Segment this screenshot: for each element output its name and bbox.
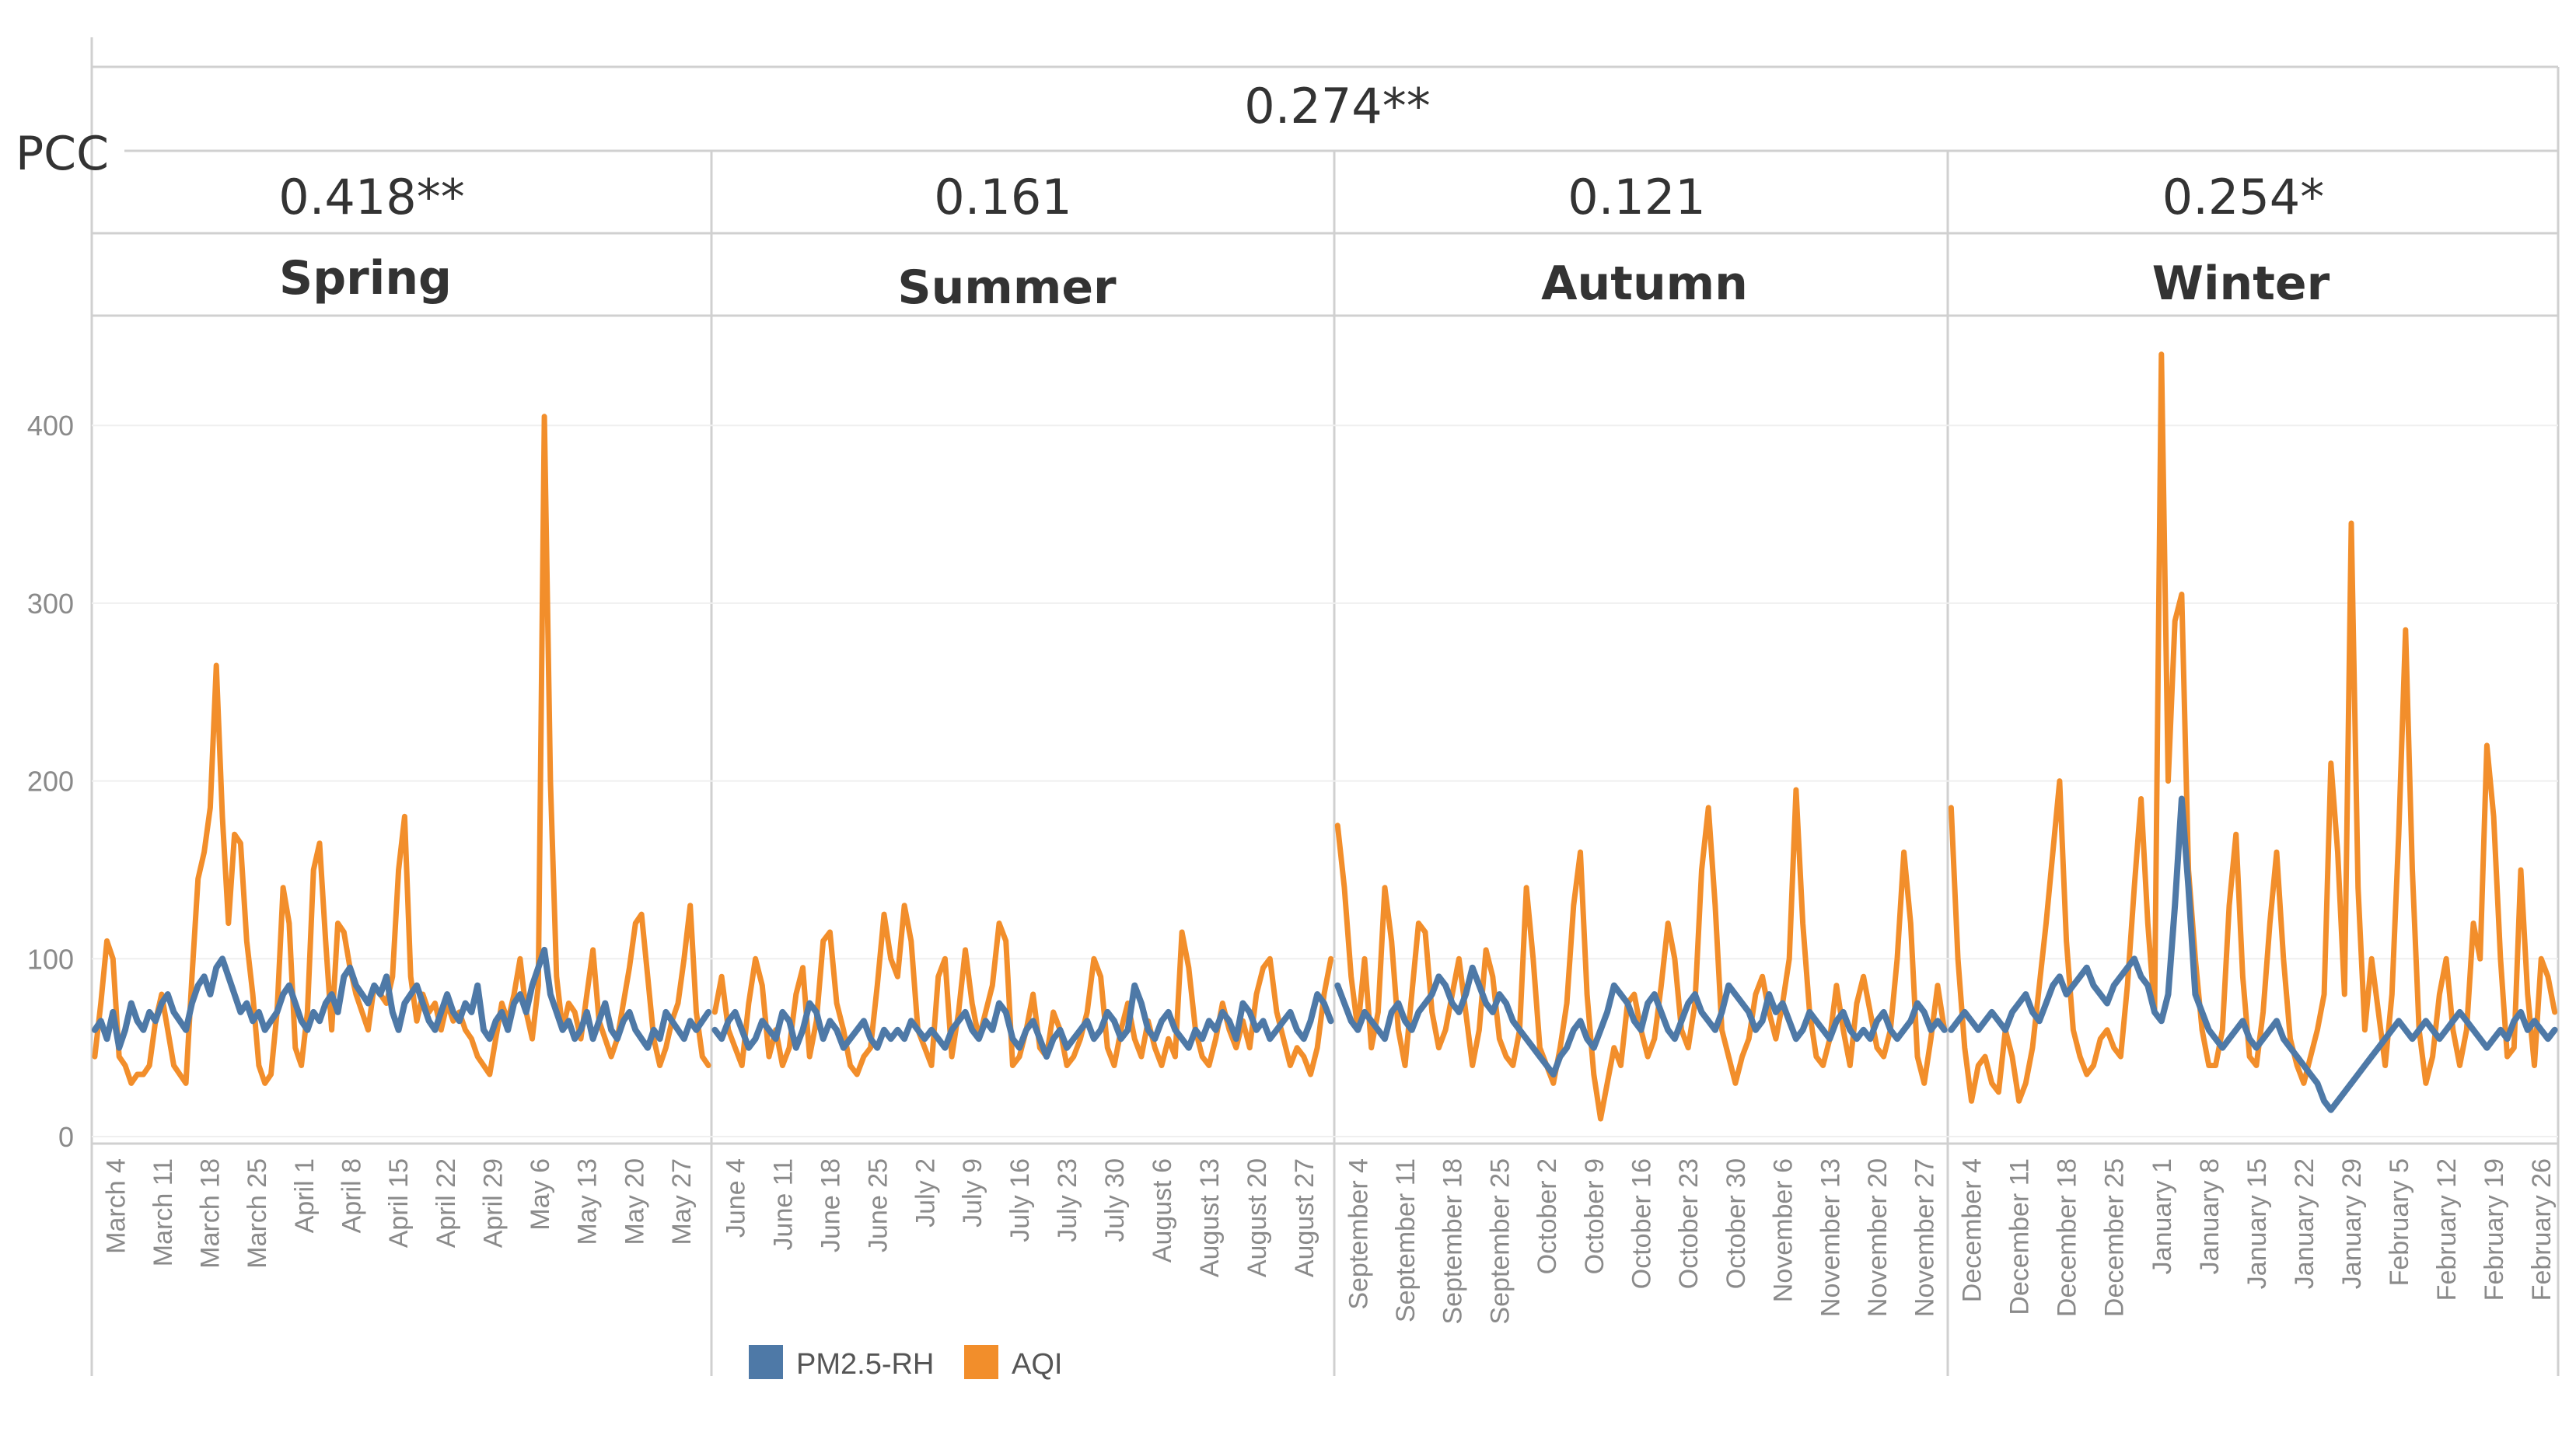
x-axis-ticks: March 4 March 11 March 18 March 25 April 1 Ap… (101, 1158, 2557, 1325)
x-tick-label: July 9 (958, 1158, 987, 1228)
x-tick-label: February 26 (2527, 1158, 2557, 1301)
x-tick-label: June 18 (816, 1158, 845, 1252)
x-tick-label: February 19 (2480, 1158, 2509, 1301)
x-tick-label: November 20 (1863, 1158, 1893, 1317)
x-tick-label: October 2 (1533, 1158, 1562, 1274)
x-tick-label: August 13 (1195, 1158, 1225, 1277)
x-tick-label: April 22 (432, 1158, 461, 1248)
pm25-rh-line-summer (711, 982, 1334, 1060)
x-tick-label: August 27 (1290, 1158, 1319, 1277)
x-tick-label: June 4 (721, 1158, 750, 1238)
y-tick-label: 0 (58, 1121, 74, 1153)
pm25-rh-line-autumn (1334, 964, 1948, 1078)
x-tick-label: January 15 (2242, 1158, 2272, 1289)
x-tick-label: November 27 (1910, 1158, 1940, 1317)
season-name-autumn: Autumn (1541, 257, 1748, 311)
season-pcc-autumn: 0.121 (1568, 169, 1706, 225)
x-tick-label: September 11 (1391, 1158, 1421, 1322)
season-pcc-summer: 0.161 (934, 169, 1072, 225)
x-tick-label: August 20 (1243, 1158, 1272, 1277)
y-tick-label: 200 (27, 766, 74, 798)
y-tick-label: 100 (27, 943, 74, 975)
aqi-line-summer (711, 903, 1334, 1078)
y-gridlines (92, 424, 2558, 1137)
season-pcc-winter: 0.254* (2162, 169, 2325, 225)
x-tick-label: December 25 (2100, 1158, 2130, 1317)
x-tick-label: April 29 (478, 1158, 508, 1248)
x-tick-label: June 11 (768, 1158, 798, 1250)
aqi-line-winter (1948, 351, 2558, 1104)
x-tick-label: October 30 (1721, 1158, 1751, 1289)
x-tick-label: December 11 (2005, 1158, 2035, 1315)
y-tick-label: 300 (27, 588, 74, 620)
aqi-line-autumn (1334, 787, 1948, 1122)
x-tick-label: January 29 (2337, 1158, 2367, 1289)
x-tick-label: April 8 (337, 1158, 367, 1233)
legend-label-pm25-rh: PM2.5-RH (796, 1348, 934, 1381)
season-name-winter: Winter (2152, 257, 2330, 311)
x-tick-label: April 1 (290, 1158, 320, 1233)
x-tick-label: July 30 (1100, 1158, 1130, 1242)
x-tick-label: February 12 (2432, 1158, 2462, 1301)
x-tick-label: January 22 (2290, 1158, 2319, 1289)
x-tick-label: November 6 (1769, 1158, 1798, 1302)
x-tick-label: April 15 (384, 1158, 414, 1248)
x-tick-label: March 11 (149, 1158, 178, 1266)
y-tick-label: 400 (27, 410, 74, 442)
x-tick-label: June 25 (863, 1158, 893, 1252)
x-tick-label: December 4 (1958, 1158, 1987, 1302)
y-axis-ticks: 0 100 200 300 400 (27, 410, 74, 1153)
x-tick-label: October 23 (1674, 1158, 1704, 1289)
x-tick-label: March 4 (101, 1158, 131, 1254)
overall-pcc-value: 0.274** (1244, 78, 1431, 134)
pm25-rh-line-spring (91, 946, 712, 1051)
x-tick-label: May 27 (667, 1158, 697, 1245)
x-tick-label: July 23 (1053, 1158, 1082, 1242)
aqi-line-spring (92, 414, 711, 1086)
season-pcc-spring: 0.418** (278, 169, 465, 225)
x-tick-label: May 20 (620, 1158, 649, 1245)
x-tick-label: October 9 (1580, 1158, 1610, 1274)
x-tick-label: October 16 (1627, 1158, 1657, 1289)
legend-swatch-pm25-rh (749, 1345, 783, 1379)
x-tick-label: February 5 (2385, 1158, 2414, 1286)
x-tick-label: March 25 (243, 1158, 272, 1269)
x-tick-label: August 6 (1148, 1158, 1177, 1263)
legend: PM2.5-RH AQI (749, 1345, 1062, 1381)
header-grid (90, 37, 2560, 1376)
x-tick-label: September 4 (1344, 1158, 1373, 1310)
x-tick-label: September 25 (1485, 1158, 1515, 1325)
x-tick-label: July 16 (1005, 1158, 1035, 1242)
pm25-rh-line-winter (1948, 795, 2558, 1113)
x-tick-label: January 1 (2148, 1158, 2177, 1274)
x-tick-label: March 18 (196, 1158, 225, 1269)
x-tick-label: November 13 (1816, 1158, 1845, 1317)
pcc-label: PCC (16, 127, 109, 181)
x-tick-label: January 8 (2195, 1158, 2225, 1274)
legend-label-aqi: AQI (1012, 1348, 1062, 1381)
x-tick-label: September 18 (1438, 1158, 1468, 1325)
x-tick-label: December 18 (2053, 1158, 2082, 1317)
x-tick-label: May 13 (573, 1158, 603, 1245)
series-lines (91, 351, 2558, 1122)
legend-swatch-aqi (964, 1345, 998, 1379)
season-name-spring: Spring (279, 251, 452, 306)
season-name-summer: Summer (897, 260, 1117, 315)
x-tick-label: May 6 (526, 1158, 555, 1231)
x-tick-label: July 2 (911, 1158, 940, 1228)
